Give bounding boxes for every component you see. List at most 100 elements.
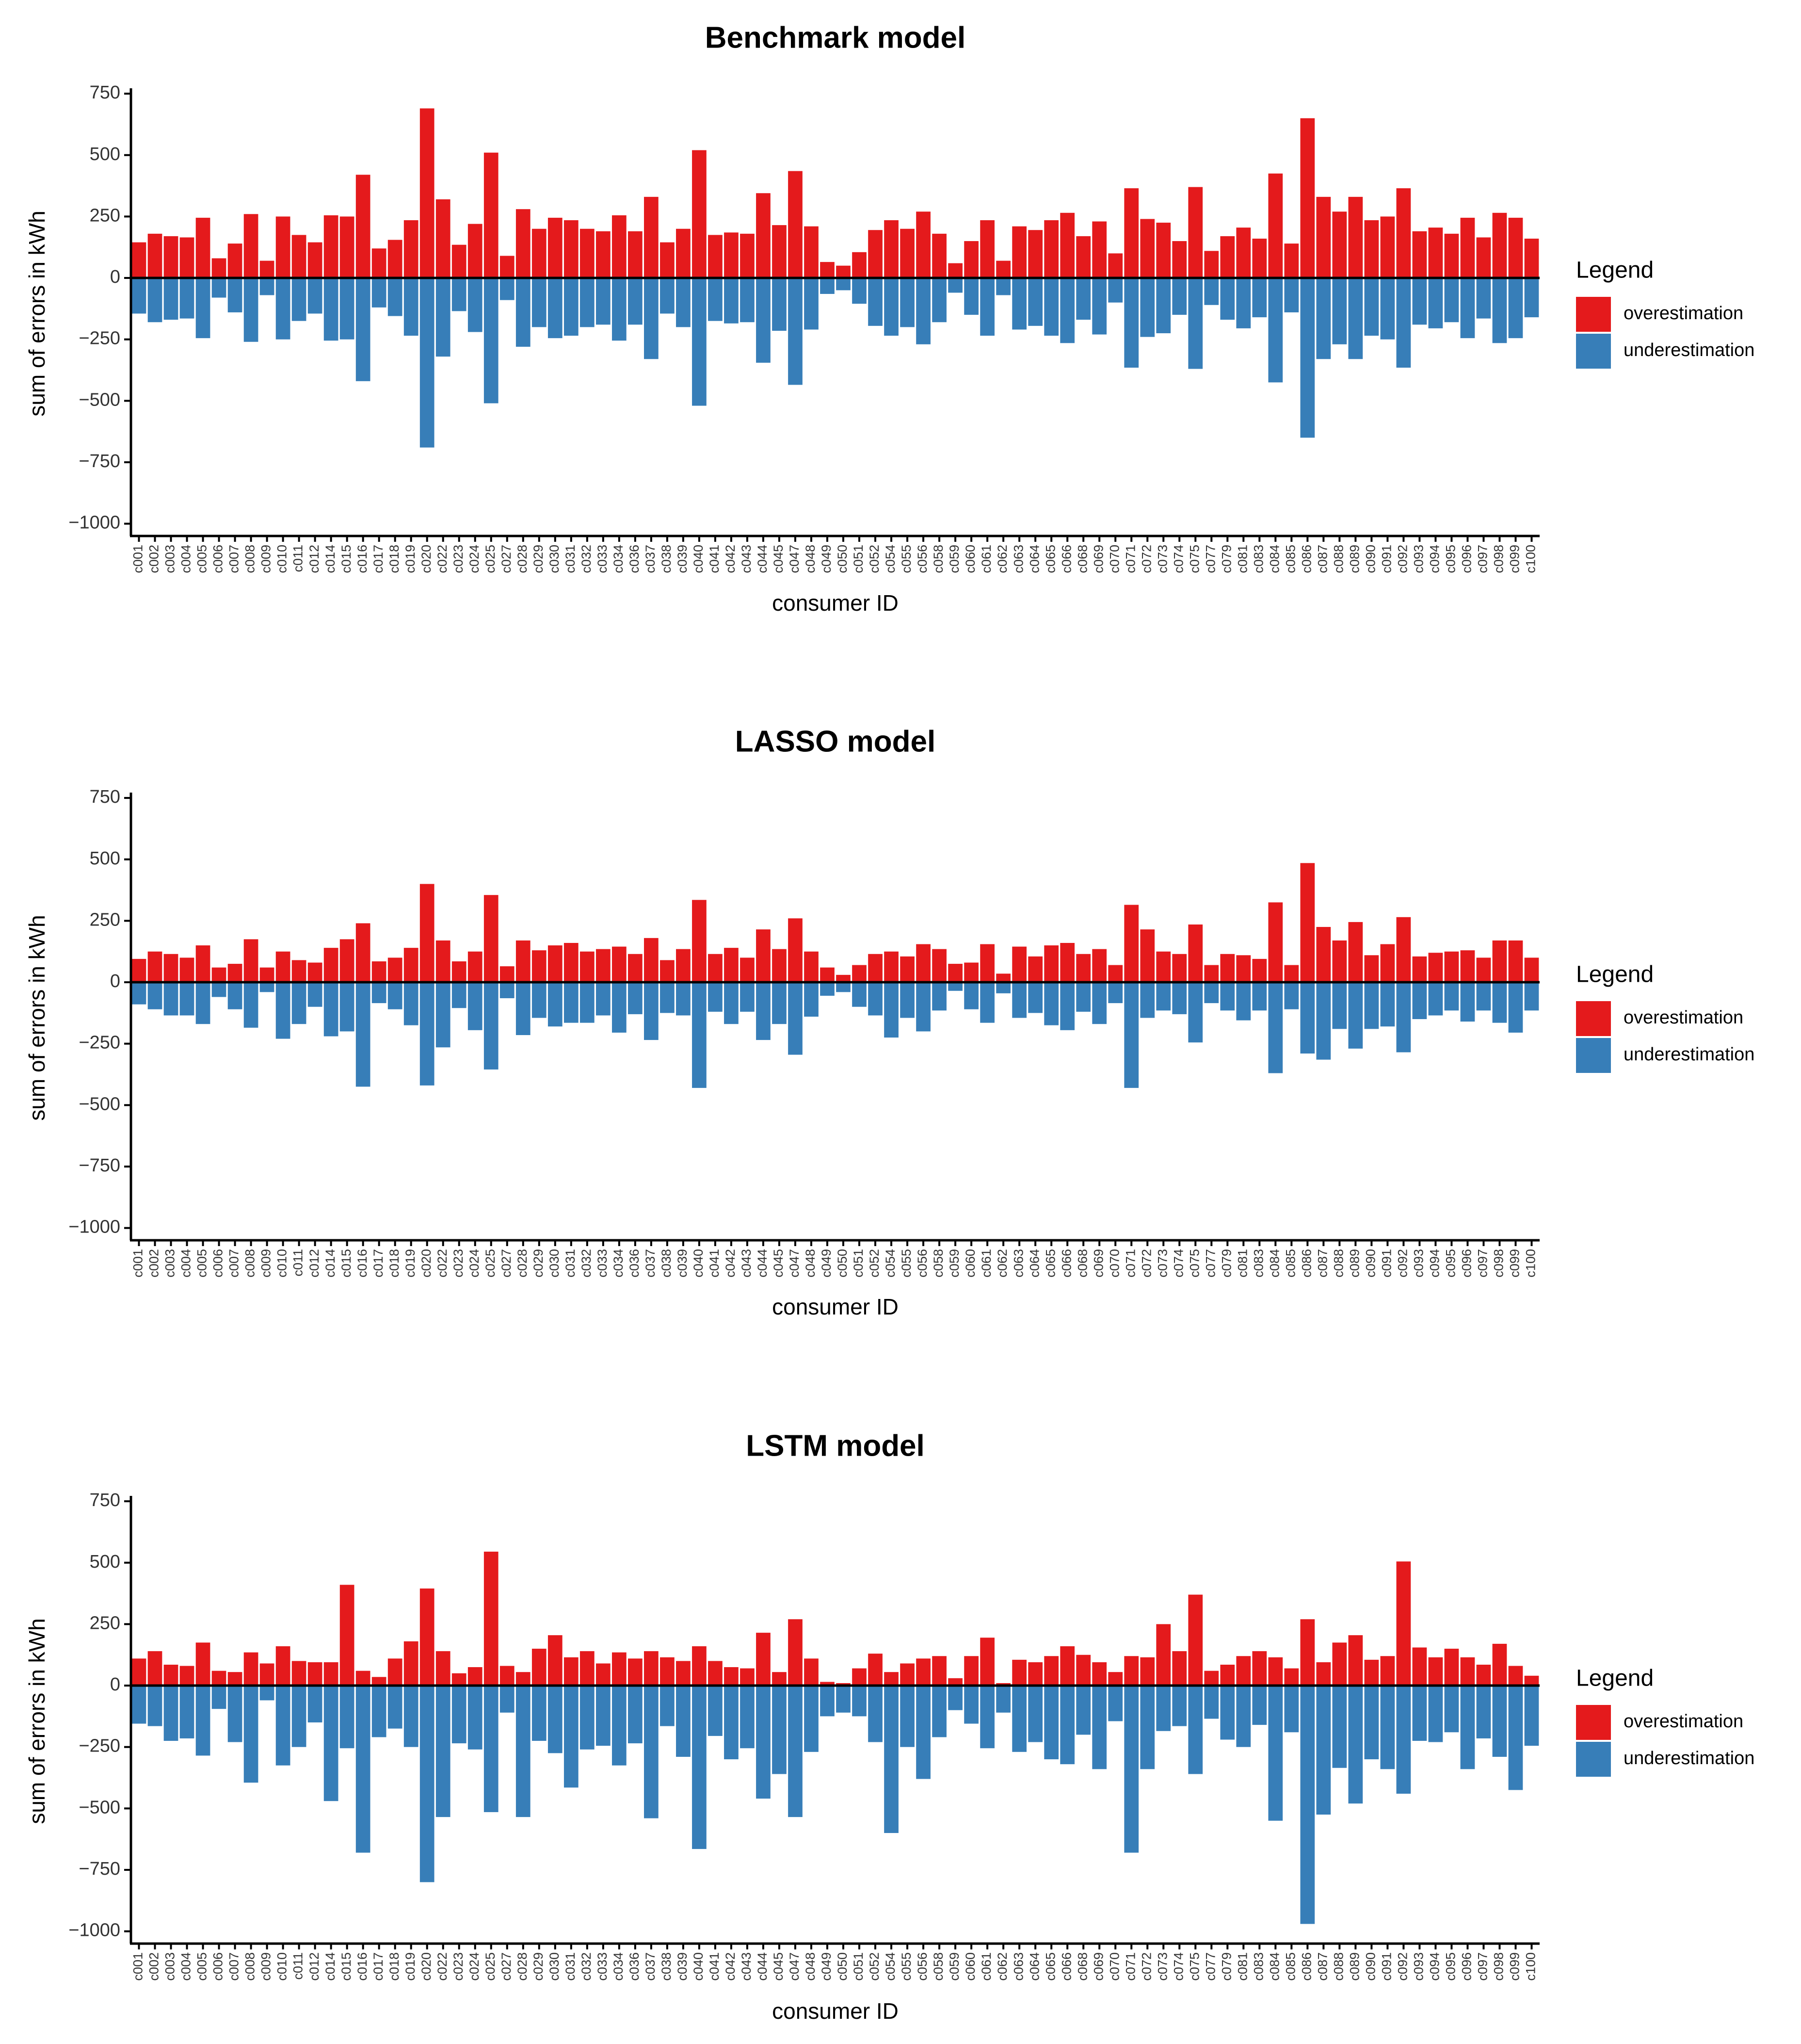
x-tick-label: c008 [243,1249,257,1278]
under-bar-c063 [1012,278,1027,330]
under-bar-c099 [1508,982,1523,1033]
x-tick-label: c077 [1203,545,1218,573]
under-bar-c058 [932,982,947,1011]
over-bar-c036 [628,231,643,278]
over-bar-c014 [323,215,338,278]
over-bar-c092 [1396,188,1411,278]
under-bar-c010 [275,982,290,1039]
over-bar-c086 [1300,1619,1315,1686]
under-bar-c089 [1348,1686,1363,1804]
over-bar-c030 [547,217,563,278]
over-bar-c007 [227,964,242,983]
x-tick-label: c033 [595,1952,610,1981]
over-bar-c031 [563,220,579,278]
x-tick-label: c039 [675,545,690,573]
over-bar-c095 [1444,951,1459,983]
x-tick-label: c005 [195,545,209,573]
over-bar-c084 [1268,173,1283,278]
x-tick-label: c090 [1364,545,1378,573]
over-bar-c075 [1188,187,1203,278]
x-tick-label: c075 [1187,1249,1202,1278]
over-bar-c009 [259,260,274,278]
over-bar-c085 [1284,1668,1299,1686]
over-bar-c099 [1508,217,1523,278]
under-bar-c017 [371,278,386,308]
under-bar-c065 [1044,1686,1059,1760]
x-tick-label: c091 [1380,1952,1394,1981]
over-bar-c020 [419,108,434,278]
x-tick-label: c008 [243,1952,257,1981]
x-tick-label: c074 [1171,1952,1186,1981]
x-tick-label: c064 [1027,1249,1042,1278]
over-bar-c084 [1268,1657,1283,1686]
under-bar-c048 [804,982,819,1017]
under-bar-c030 [547,278,563,339]
y-tick-label: 0 [110,267,120,287]
over-bar-c024 [467,224,482,278]
under-bar-c029 [531,982,547,1018]
x-tick-label: c090 [1364,1249,1378,1278]
x-tick-label: c062 [995,1249,1010,1278]
over-bar-c072 [1140,1657,1155,1686]
x-tick-label: c004 [179,1952,193,1981]
x-tick-label: c001 [131,1249,145,1278]
x-tick-label: c081 [1235,545,1250,573]
over-bar-c017 [371,961,386,983]
under-bar-c023 [451,278,466,311]
under-bar-c091 [1380,982,1395,1027]
over-bar-c016 [355,175,370,278]
under-bar-c020 [419,1686,434,1882]
over-bar-c023 [451,1673,466,1686]
x-tick-label: c012 [307,545,322,573]
x-tick-label: c098 [1492,1952,1506,1981]
over-bar-c033 [595,949,611,983]
x-tick-label: c061 [979,545,994,573]
x-tick-label: c083 [1251,1952,1266,1981]
under-bar-c034 [611,1686,627,1766]
x-tick-label: c058 [931,1952,946,1981]
over-bar-c094 [1428,1657,1443,1686]
x-tick-label: c070 [1107,1249,1122,1278]
over-bar-c093 [1412,1647,1427,1686]
under-bar-c089 [1348,278,1363,359]
x-tick-label: c034 [611,1249,626,1278]
under-bar-c077 [1204,982,1219,1004]
x-tick-label: c048 [803,1249,818,1278]
x-tick-label: c020 [419,1952,434,1981]
x-tick-label: c079 [1219,1952,1234,1981]
over-bar-c059 [948,964,963,983]
x-tick-label: c041 [707,545,722,573]
under-bar-c071 [1124,982,1139,1088]
under-bar-c039 [676,278,691,327]
over-bar-c054 [884,1672,899,1686]
under-bar-c092 [1396,982,1411,1053]
over-bar-c020 [419,1588,434,1686]
x-tick-label: c030 [547,1249,562,1278]
over-bar-c015 [339,1585,354,1686]
over-bar-c079 [1220,954,1235,983]
under-bar-c007 [227,278,242,312]
x-tick-label: c100 [1524,1952,1538,1981]
under-bar-c012 [307,1686,322,1723]
x-tick-label: c066 [1059,1249,1074,1278]
x-tick-label: c016 [355,545,370,573]
under-bar-c040 [692,278,707,406]
over-bar-c097 [1476,237,1491,278]
over-bar-c090 [1364,220,1379,278]
over-bar-c070 [1108,1672,1123,1686]
legend: Legend overestimation underestimation [1576,962,1754,1073]
x-tick-label: c019 [403,1952,418,1981]
over-bar-c055 [900,956,915,983]
under-bar-c089 [1348,982,1363,1049]
x-tick-label: c032 [579,1249,594,1278]
x-tick-label: c070 [1107,1952,1122,1981]
x-tick-label: c006 [211,1952,225,1981]
x-tick-label: c040 [691,1952,706,1981]
over-bar-c070 [1108,253,1123,278]
x-tick-label: c054 [883,545,898,573]
over-bar-c097 [1476,1664,1491,1686]
over-bar-c099 [1508,1666,1523,1686]
over-bar-c088 [1332,1642,1347,1686]
y-tick-label: −1000 [68,513,120,533]
x-tick-label: c018 [387,1249,402,1278]
